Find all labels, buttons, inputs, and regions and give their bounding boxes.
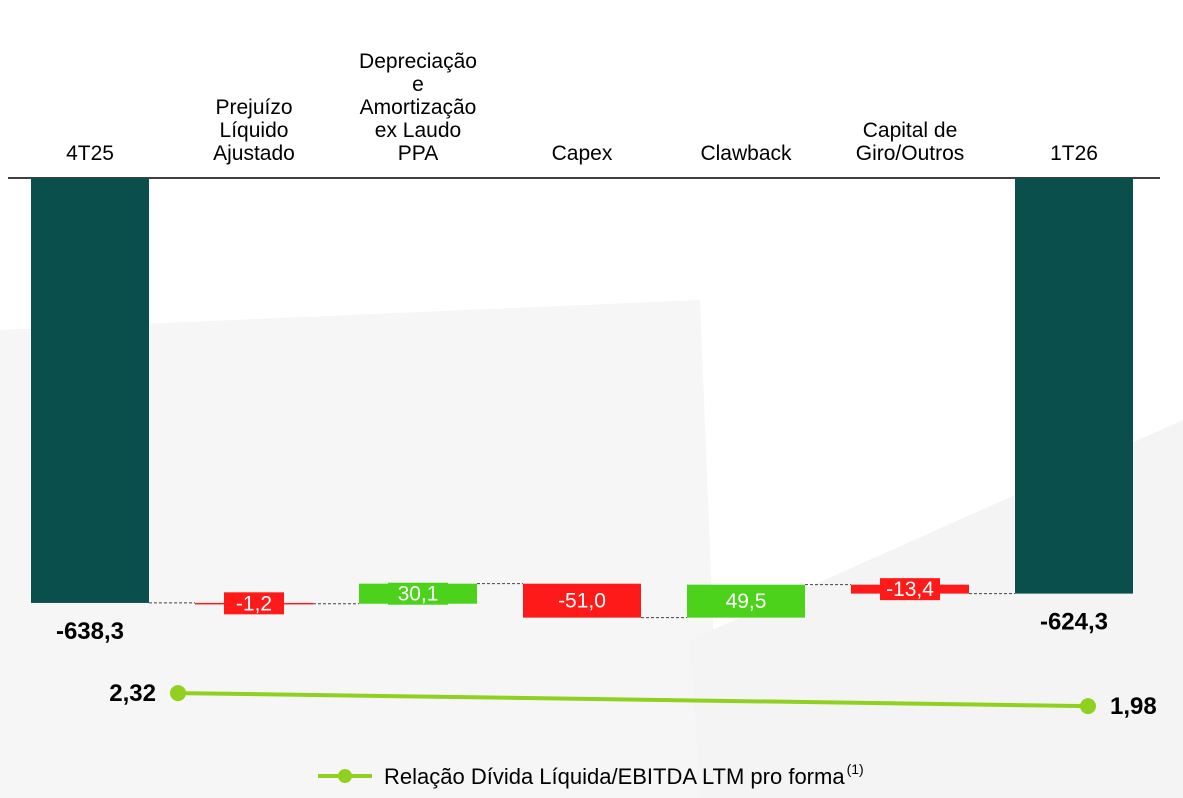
data-label: -638,3 [56, 618, 124, 645]
ratio-line [177, 691, 1089, 709]
x-tick-label: Giro/Outros [856, 142, 965, 165]
x-tick-label: Capital de [863, 119, 958, 142]
legend-label: Relação Dívida Líquida/EBITDA LTM pro fo… [384, 764, 845, 789]
legend-marker [338, 769, 352, 783]
data-label-box [552, 589, 612, 612]
x-tick-label: 4T25 [66, 142, 114, 165]
ratio-point [1080, 698, 1096, 715]
data-label: -624,3 [1040, 609, 1108, 636]
x-tick-label: ex Laudo [375, 119, 461, 142]
ratio-label: 1,98 [1110, 693, 1157, 720]
data-label: -1,2 [236, 592, 272, 615]
data-label: -13,4 [886, 578, 934, 601]
data-label: -51,0 [558, 590, 606, 613]
x-tick-label: Clawback [700, 142, 792, 165]
x-tick-label: Ajustado [213, 142, 295, 165]
x-tick-label: PPA [398, 142, 438, 165]
data-label: 30,1 [398, 583, 439, 606]
data-label-box [224, 592, 284, 615]
x-tick-label: Líquido [220, 119, 289, 142]
x-tick-label: Capex [552, 142, 613, 165]
x-tick-label: 1T26 [1050, 142, 1098, 165]
x-tick-label: Prejuízo [215, 96, 292, 119]
bar [31, 178, 149, 603]
data-label: 49,5 [726, 590, 767, 613]
x-tick-label: Depreciação [359, 50, 477, 73]
data-label-box [880, 578, 940, 601]
x-tick-label: e [412, 73, 424, 96]
legend-note: (1) [847, 761, 864, 777]
data-label-box [388, 582, 448, 605]
x-tick-label: Amortização [360, 96, 477, 119]
ratio-label: 2,32 [109, 680, 156, 707]
ratio-point [170, 685, 186, 702]
watermark [0, 300, 720, 798]
data-label-box [716, 590, 776, 613]
bar [1015, 178, 1133, 594]
